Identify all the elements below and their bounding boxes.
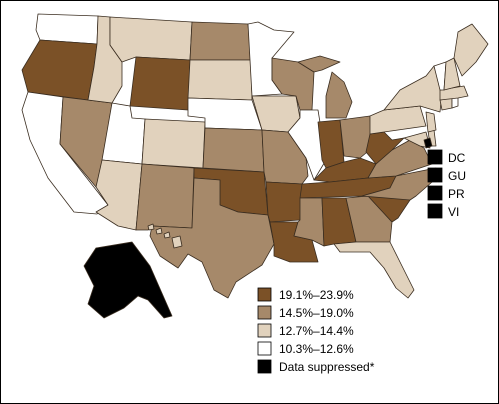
legend-swatch xyxy=(257,287,272,302)
state-washington xyxy=(35,13,99,45)
state-new-mexico xyxy=(135,163,195,231)
territory-vi: VI xyxy=(427,203,459,219)
legend-label: 19.1%–23.9% xyxy=(279,288,354,302)
territory-pr: PR xyxy=(427,185,465,201)
territory-pr-label: PR xyxy=(448,187,465,201)
territory-gu-label: GU xyxy=(448,169,466,183)
legend-swatch xyxy=(257,341,272,356)
state-hawaii xyxy=(147,223,183,249)
legend-label: 12.7%–14.4% xyxy=(279,324,354,338)
state-montana xyxy=(109,16,193,63)
state-arizona xyxy=(95,159,143,231)
territory-gu: GU xyxy=(427,167,466,183)
state-west-virginia xyxy=(365,131,405,165)
state-illinois xyxy=(287,109,327,181)
state-pennsylvania xyxy=(369,105,427,135)
legend-swatch xyxy=(257,323,272,338)
state-dc xyxy=(423,137,433,149)
state-maine xyxy=(453,23,489,77)
state-oregon xyxy=(21,39,98,101)
legend-swatch xyxy=(257,305,272,320)
legend-swatch xyxy=(257,359,272,374)
state-ohio xyxy=(339,115,373,159)
state-new-hampshire xyxy=(443,57,461,91)
state-arkansas xyxy=(265,181,303,223)
state-north-dakota xyxy=(189,21,252,61)
state-alaska xyxy=(83,241,173,319)
state-new-york xyxy=(383,65,443,113)
legend: 19.1%–23.9% 14.5%–19.0% 12.7%–14.4% 10.3… xyxy=(257,287,375,374)
legend-label: 14.5%–19.0% xyxy=(279,306,354,320)
territory-dc-label: DC xyxy=(448,151,466,165)
territory-dc: DC xyxy=(427,149,466,165)
state-colorado xyxy=(141,118,206,169)
state-texas xyxy=(149,177,275,299)
state-rhode-island xyxy=(451,97,459,109)
state-michigan-upper xyxy=(297,55,341,73)
state-south-dakota xyxy=(187,59,253,101)
state-new-jersey xyxy=(425,111,437,133)
state-maryland xyxy=(403,131,431,149)
state-wyoming xyxy=(129,56,191,111)
state-florida xyxy=(333,241,415,299)
state-michigan-lower xyxy=(325,71,353,119)
state-kansas xyxy=(202,127,265,173)
legend-label: 10.3%–12.6% xyxy=(279,342,354,356)
territory-vi-label: VI xyxy=(448,205,459,219)
legend-label: Data suppressed* xyxy=(279,360,375,374)
